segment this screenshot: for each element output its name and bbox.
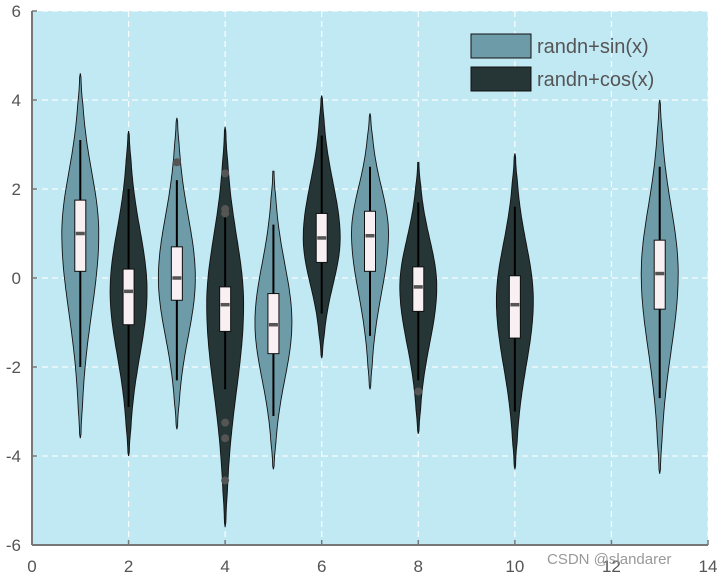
- violin-group: [495, 153, 534, 470]
- outlier-point: [221, 434, 230, 443]
- violin-group: [640, 99, 679, 474]
- violin-group: [254, 170, 293, 470]
- outlier-point: [221, 418, 230, 427]
- y-tick-label: -4: [6, 447, 21, 466]
- violin-group: [302, 95, 341, 359]
- violin-group: [61, 73, 100, 439]
- legend: randn+sin(x) randn+cos(x): [470, 33, 654, 92]
- iqr-box: [508, 275, 521, 339]
- violin-group: [157, 117, 196, 430]
- iqr-box: [412, 266, 425, 312]
- x-tick-label: 0: [27, 557, 36, 576]
- iqr-box: [170, 246, 183, 301]
- violins: [61, 73, 679, 528]
- outlier-point: [414, 387, 423, 396]
- iqr-box: [364, 210, 376, 272]
- outlier-point: [172, 158, 181, 167]
- legend-swatch: [470, 33, 532, 59]
- y-tick-label: 4: [12, 91, 21, 110]
- y-tick-label: -2: [6, 358, 21, 377]
- x-tick-label: 2: [124, 557, 133, 576]
- x-tick-label: 14: [699, 557, 718, 576]
- iqr-box: [122, 268, 135, 326]
- outlier-point: [221, 169, 230, 178]
- iqr-box: [219, 286, 232, 332]
- legend-label: randn+cos(x): [537, 69, 654, 91]
- violin-group: [399, 161, 438, 434]
- x-tick-label: 6: [317, 557, 326, 576]
- outlier-point: [221, 476, 230, 485]
- axes: 0 2 4 6 8 10 12 14 -6 -4 -2 0 2 4 6: [6, 2, 718, 576]
- legend-label: randn+sin(x): [537, 36, 649, 58]
- x-tick-label: 8: [414, 557, 423, 576]
- legend-swatch: [470, 66, 532, 92]
- y-tick-label: 6: [12, 2, 21, 21]
- y-tick-label: 0: [12, 269, 21, 288]
- x-tick-label: 4: [220, 557, 229, 576]
- violin-group: [109, 131, 148, 457]
- watermark-text: CSDN @slandarer: [547, 551, 672, 568]
- violin-group: [351, 113, 389, 390]
- y-tick-label: 2: [12, 180, 21, 199]
- x-tick-label: 10: [505, 557, 524, 576]
- x-tick-label: 12: [602, 557, 621, 576]
- outlier-point: [221, 209, 230, 218]
- iqr-box: [74, 199, 87, 272]
- y-tick-label: -6: [6, 536, 21, 555]
- violin-group: [206, 126, 245, 528]
